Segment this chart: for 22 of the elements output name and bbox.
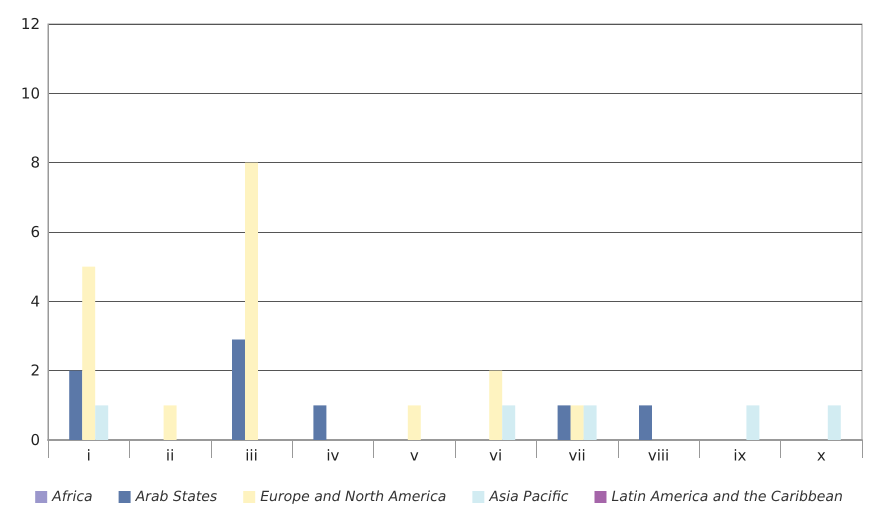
x-tick-label: i bbox=[86, 446, 91, 464]
x-tick-label: iii bbox=[245, 446, 258, 464]
x-tick-label: ii bbox=[166, 446, 174, 464]
x-tick-label: vii bbox=[568, 446, 586, 464]
y-tick-label: 6 bbox=[30, 223, 40, 241]
legend-label: Arab States bbox=[134, 489, 218, 505]
legend-label: Asia Pacific bbox=[488, 489, 569, 505]
y-tick-label: 8 bbox=[30, 154, 40, 172]
y-tick-label: 10 bbox=[20, 84, 40, 102]
y-tick-label: 2 bbox=[30, 362, 40, 380]
x-tick-label: vi bbox=[489, 446, 502, 464]
x-tick-label: iv bbox=[326, 446, 340, 464]
x-tick-label: x bbox=[816, 446, 826, 464]
y-tick-label: 4 bbox=[30, 292, 40, 310]
legend-label: Africa bbox=[51, 489, 93, 505]
y-tick-label: 12 bbox=[20, 15, 40, 33]
legend-label: Latin America and the Caribbean bbox=[611, 489, 843, 505]
y-tick-label: 0 bbox=[30, 431, 40, 449]
x-tick-label: viii bbox=[648, 446, 670, 464]
x-tick-label: v bbox=[410, 446, 419, 464]
x-tick-label: ix bbox=[733, 446, 747, 464]
legend-label: Europe and North America bbox=[260, 489, 446, 505]
